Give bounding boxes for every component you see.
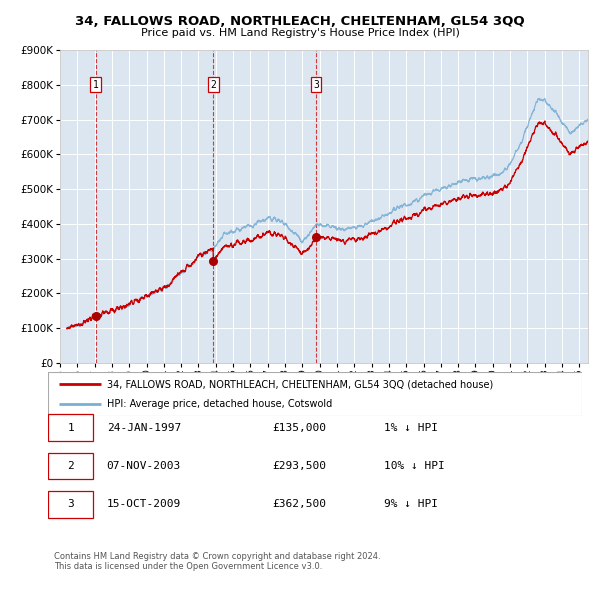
Text: 24-JAN-1997: 24-JAN-1997	[107, 423, 181, 432]
FancyBboxPatch shape	[48, 453, 94, 480]
Text: 34, FALLOWS ROAD, NORTHLEACH, CHELTENHAM, GL54 3QQ: 34, FALLOWS ROAD, NORTHLEACH, CHELTENHAM…	[75, 15, 525, 28]
Text: 34, FALLOWS ROAD, NORTHLEACH, CHELTENHAM, GL54 3QQ (detached house): 34, FALLOWS ROAD, NORTHLEACH, CHELTENHAM…	[107, 379, 493, 389]
FancyBboxPatch shape	[48, 414, 94, 441]
Text: £362,500: £362,500	[272, 500, 326, 509]
Text: HPI: Average price, detached house, Cotswold: HPI: Average price, detached house, Cots…	[107, 399, 332, 408]
Text: 1: 1	[68, 423, 74, 432]
Text: £293,500: £293,500	[272, 461, 326, 471]
Text: 1% ↓ HPI: 1% ↓ HPI	[385, 423, 439, 432]
Text: 15-OCT-2009: 15-OCT-2009	[107, 500, 181, 509]
Text: 10% ↓ HPI: 10% ↓ HPI	[385, 461, 445, 471]
FancyBboxPatch shape	[48, 491, 94, 518]
Text: Price paid vs. HM Land Registry's House Price Index (HPI): Price paid vs. HM Land Registry's House …	[140, 28, 460, 38]
Text: Contains HM Land Registry data © Crown copyright and database right 2024.
This d: Contains HM Land Registry data © Crown c…	[54, 552, 380, 571]
Text: 3: 3	[68, 500, 74, 509]
Text: 3: 3	[313, 80, 319, 90]
Text: £135,000: £135,000	[272, 423, 326, 432]
Text: 1: 1	[93, 80, 99, 90]
FancyBboxPatch shape	[48, 372, 582, 416]
Text: 9% ↓ HPI: 9% ↓ HPI	[385, 500, 439, 509]
Text: 2: 2	[68, 461, 74, 471]
Text: 07-NOV-2003: 07-NOV-2003	[107, 461, 181, 471]
Text: 2: 2	[210, 80, 216, 90]
